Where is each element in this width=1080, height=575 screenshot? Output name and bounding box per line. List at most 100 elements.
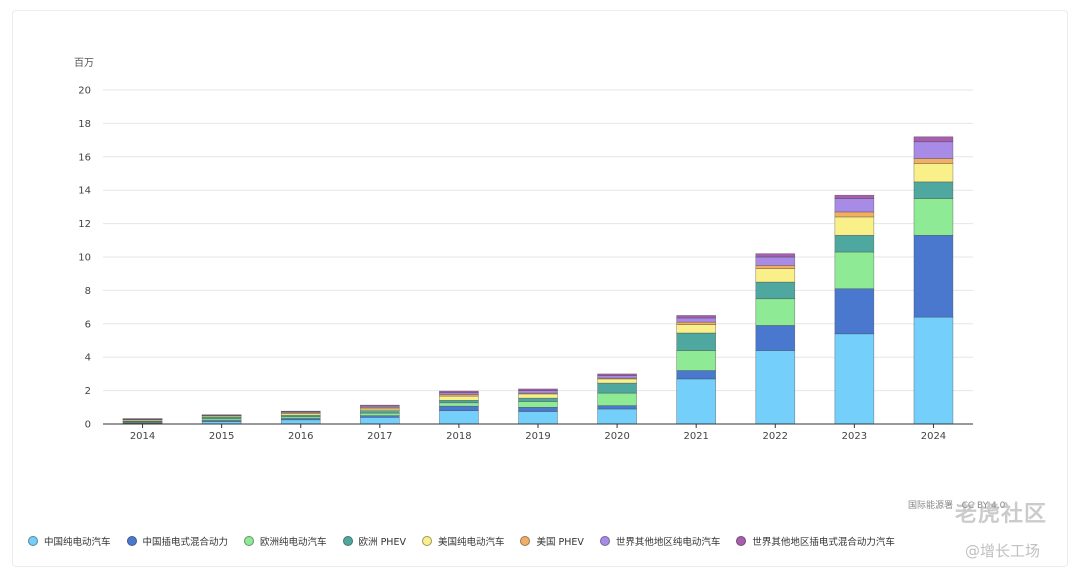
bar-segment-2021-1 — [676, 370, 716, 380]
legend-swatch — [28, 536, 38, 546]
legend-label: 美国 PHEV — [536, 537, 584, 548]
x-axis-ticks: 2014 2015 2016 2017 2018 2019 2020 2021 2022 2023… — [130, 424, 946, 442]
legend-item[interactable]: 中国插电式混合动力 — [126, 534, 228, 548]
legend-label: 欧洲 PHEV — [358, 537, 406, 548]
bar-segment-2018-7 — [439, 390, 479, 394]
bar-segment-2017-3 — [360, 410, 400, 414]
bar-segment-2019-2 — [518, 401, 558, 408]
bar-segment-2019-4 — [518, 393, 558, 399]
bar-segment-2021-5 — [676, 321, 716, 325]
legend: 中国纯电动汽车 中国插电式混合动力 欧洲纯电动汽车 欧洲 PHEV 美国纯电动汽车 美国 … — [28, 534, 911, 548]
legend-item[interactable]: 中国纯电动汽车 — [28, 534, 111, 548]
bar-segment-2020-1 — [597, 405, 637, 410]
legend-item[interactable]: 世界其他地区插电式混合动力汽车 — [736, 534, 895, 548]
bar-segment-2022-3 — [755, 281, 796, 300]
bar-segment-2018-0 — [439, 410, 479, 425]
bar-segment-2021-3 — [676, 332, 716, 351]
bar-segment-2017-2 — [360, 412, 400, 416]
bar-segment-2019-7 — [518, 388, 558, 391]
legend-label: 中国纯电动汽车 — [44, 537, 111, 548]
y-tick-label: 16 — [78, 152, 91, 163]
legend-label: 欧洲纯电动汽车 — [260, 537, 327, 548]
source-note: 国际能源署 · CC BY 4.0 — [908, 501, 1006, 511]
y-tick-label: 0 — [85, 420, 91, 431]
bar-segment-2022-0 — [755, 350, 796, 425]
y-tick-label: 4 — [85, 353, 91, 364]
watermark-tiger: 老虎社区 — [955, 502, 1048, 527]
legend-swatch — [736, 536, 747, 546]
bar-segment-2018-4 — [439, 395, 479, 401]
legend-item[interactable]: 美国 PHEV — [520, 534, 584, 548]
bar-segment-2024-1 — [913, 234, 954, 318]
legend-item[interactable]: 世界其他地区纯电动汽车 — [599, 534, 721, 548]
legend-swatch — [520, 536, 531, 546]
bar-segment-2019-6 — [518, 390, 558, 394]
bar-segment-2023-4 — [834, 216, 875, 236]
bar-segment-2021-0 — [676, 378, 716, 425]
bar-segment-2020-3 — [597, 382, 637, 394]
bar-segment-2022-5 — [755, 265, 796, 269]
y-tick-label: 14 — [78, 186, 91, 197]
bar-segment-2023-6 — [834, 198, 875, 213]
legend-item[interactable]: 欧洲 PHEV — [342, 534, 406, 548]
bar-segment-2017-0 — [360, 417, 400, 425]
bar-segment-2021-7 — [676, 315, 716, 319]
y-tick-label: 10 — [78, 253, 91, 264]
bar-segment-2019-1 — [518, 406, 558, 412]
x-tick-label: 2023 — [842, 431, 867, 442]
bar-segment-2024-3 — [913, 181, 954, 199]
y-tick-label: 12 — [78, 219, 91, 230]
y-tick-label: 20 — [78, 86, 91, 97]
x-tick-label: 2014 — [130, 431, 155, 442]
y-tick-label: 2 — [85, 386, 91, 397]
bar-segment-2023-7 — [834, 194, 875, 199]
bar-segment-2018-2 — [439, 402, 479, 407]
legend-item[interactable]: 美国纯电动汽车 — [421, 534, 505, 548]
chart-card — [12, 10, 1068, 567]
legend-item[interactable]: 欧洲纯电动汽车 — [244, 534, 327, 548]
bar-segment-2023-1 — [834, 288, 875, 335]
bar-segment-2023-0 — [834, 333, 875, 425]
x-tick-label: 2015 — [209, 431, 234, 442]
legend-swatch — [126, 536, 137, 546]
bar-segment-2023-5 — [834, 211, 875, 218]
bars — [122, 136, 954, 425]
x-tick-label: 2024 — [921, 431, 946, 442]
bar-segment-2023-2 — [834, 251, 875, 290]
x-tick-label: 2018 — [446, 431, 471, 442]
y-tick-label: 6 — [85, 319, 91, 330]
legend-swatch — [599, 536, 610, 546]
legend-label: 世界其他地区纯电动汽车 — [615, 537, 721, 548]
grid-lines — [103, 89, 973, 392]
bar-segment-2018-1 — [439, 405, 479, 411]
bar-segment-2018-3 — [439, 399, 479, 404]
legend-swatch — [421, 536, 432, 546]
bar-segment-2022-2 — [755, 298, 796, 326]
x-tick-label: 2021 — [683, 431, 708, 442]
watermark-growth: @增长工场 — [965, 542, 1041, 560]
bar-segment-2022-4 — [755, 268, 796, 283]
bar-segment-2024-5 — [913, 158, 954, 164]
x-tick-label: 2019 — [525, 431, 550, 442]
bar-segment-2024-7 — [913, 136, 954, 143]
bar-segment-2022-6 — [755, 256, 796, 266]
y-axis-unit-label: 百万 — [74, 57, 94, 69]
x-tick-label: 2022 — [763, 431, 788, 442]
bar-segment-2020-2 — [597, 392, 637, 406]
bar-segment-2021-6 — [676, 317, 716, 323]
bar-segment-2024-4 — [913, 163, 954, 183]
bar-segment-2021-4 — [676, 324, 716, 334]
bar-segment-2023-3 — [834, 234, 875, 253]
bar-segment-2016-0 — [280, 419, 321, 425]
bar-segment-2020-6 — [597, 375, 637, 379]
legend-swatch — [342, 536, 353, 546]
x-tick-label: 2020 — [604, 431, 629, 442]
bar-segment-2020-0 — [597, 408, 637, 425]
y-tick-label: 18 — [78, 119, 91, 130]
x-tick-label: 2017 — [367, 431, 392, 442]
bar-segment-2024-2 — [913, 198, 954, 236]
legend-label: 美国纯电动汽车 — [437, 537, 505, 548]
bar-segment-2017-7 — [360, 404, 400, 407]
bar-segment-2024-0 — [913, 316, 954, 425]
